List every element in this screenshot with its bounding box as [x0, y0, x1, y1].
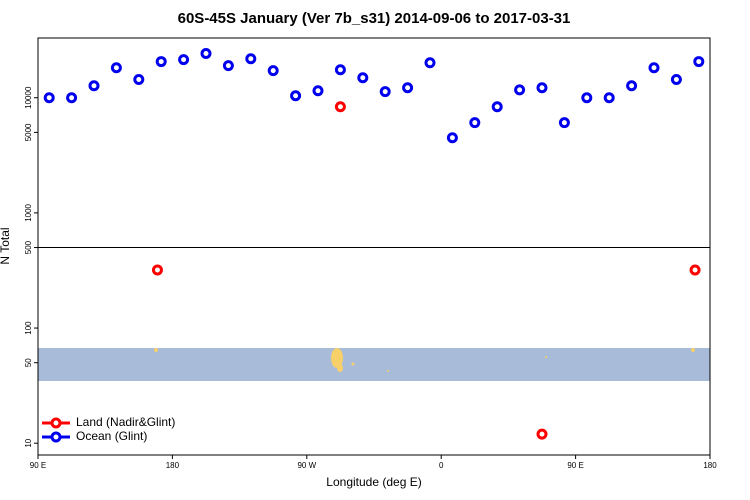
y-tick-label: 10000 — [24, 86, 33, 109]
point — [446, 132, 458, 144]
y-tick-label: 1000 — [24, 203, 33, 221]
point — [357, 72, 369, 84]
x-tick-label: 90 W — [297, 461, 316, 470]
point — [245, 53, 257, 65]
point — [155, 56, 167, 68]
point — [424, 57, 436, 69]
point — [222, 60, 234, 72]
plot-frame — [37, 37, 711, 456]
point — [110, 62, 122, 74]
point — [312, 85, 324, 97]
legend-marker — [50, 417, 62, 429]
point — [133, 73, 145, 85]
map-strip — [38, 348, 710, 381]
point — [151, 264, 163, 276]
y-tick-label: 10 — [24, 438, 33, 447]
legend-label: Land (Nadir&Glint) — [76, 415, 175, 429]
point — [626, 80, 638, 92]
point — [402, 82, 414, 94]
point — [514, 84, 526, 96]
x-tick-label: 90 E — [30, 461, 46, 470]
point — [581, 92, 593, 104]
point — [536, 82, 548, 94]
point — [334, 64, 346, 76]
point — [43, 92, 55, 104]
point — [267, 65, 279, 77]
point — [648, 62, 660, 74]
point — [536, 428, 548, 440]
y-tick-label: 100 — [24, 321, 33, 335]
point — [558, 117, 570, 129]
y-tick-label: 500 — [24, 240, 33, 254]
chart-title: 60S-45S January (Ver 7b_s31) 2014-09-06 … — [178, 10, 571, 27]
point — [66, 92, 78, 104]
point — [290, 90, 302, 102]
point — [603, 92, 615, 104]
point — [334, 101, 346, 113]
point — [689, 264, 701, 276]
y-tick-label: 50 — [24, 358, 33, 367]
point — [693, 56, 705, 68]
point — [178, 54, 190, 66]
x-tick-label: 180 — [703, 461, 717, 470]
point — [491, 101, 503, 113]
legend-label: Ocean (Glint) — [76, 429, 147, 443]
x-axis-label: Longitude (deg E) — [326, 475, 421, 489]
point — [379, 86, 391, 98]
x-tick-label: 180 — [166, 461, 180, 470]
point — [670, 73, 682, 85]
x-tick-label: 90 E — [567, 461, 583, 470]
legend-marker — [50, 431, 62, 443]
x-tick-label: 0 — [439, 461, 444, 470]
point — [88, 80, 100, 92]
point — [469, 117, 481, 129]
point — [200, 48, 212, 60]
y-axis-label: N Total — [0, 227, 12, 264]
y-tick-label: 5000 — [24, 123, 33, 141]
